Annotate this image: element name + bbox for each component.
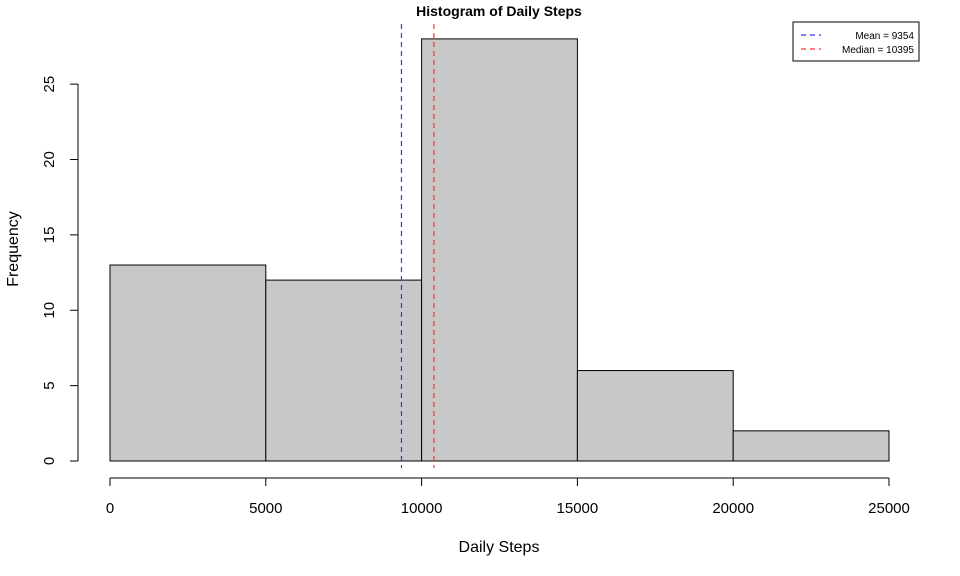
y-axis-label: Frequency — [5, 211, 22, 287]
y-tick-label: 20 — [41, 151, 58, 168]
x-tick-label: 5000 — [249, 500, 282, 517]
x-axis: 0 5000 10000 15000 20000 25000 — [106, 477, 910, 517]
legend-box — [792, 21, 920, 62]
histogram-bar — [265, 279, 423, 462]
histogram-bar — [109, 264, 267, 462]
y-tick-label: 15 — [41, 227, 58, 244]
x-tick-label: 0 — [106, 500, 114, 517]
y-tick-label: 0 — [41, 457, 58, 465]
legend: Mean = 9354 Median = 10395 — [792, 21, 920, 62]
chart-title: Histogram of Daily Steps — [416, 3, 582, 19]
legend-label: Mean = 9354 — [855, 31, 914, 42]
y-tick-label: 5 — [41, 381, 58, 389]
y-tick-label: 10 — [41, 302, 58, 319]
x-tick-label: 20000 — [712, 500, 754, 517]
histogram-bars — [109, 38, 890, 462]
x-axis-label: Daily Steps — [459, 539, 540, 556]
x-tick-label: 15000 — [557, 500, 599, 517]
y-tick-label: 25 — [41, 76, 58, 93]
histogram-bar — [732, 430, 890, 462]
legend-label: Median = 10395 — [842, 45, 914, 56]
x-tick-label: 10000 — [401, 500, 443, 517]
reference-lines — [400, 24, 435, 468]
histogram-bar — [576, 370, 734, 462]
histogram-bar — [421, 38, 578, 462]
y-axis: 0 5 10 15 20 25 — [41, 76, 79, 465]
x-tick-label: 25000 — [868, 500, 910, 517]
